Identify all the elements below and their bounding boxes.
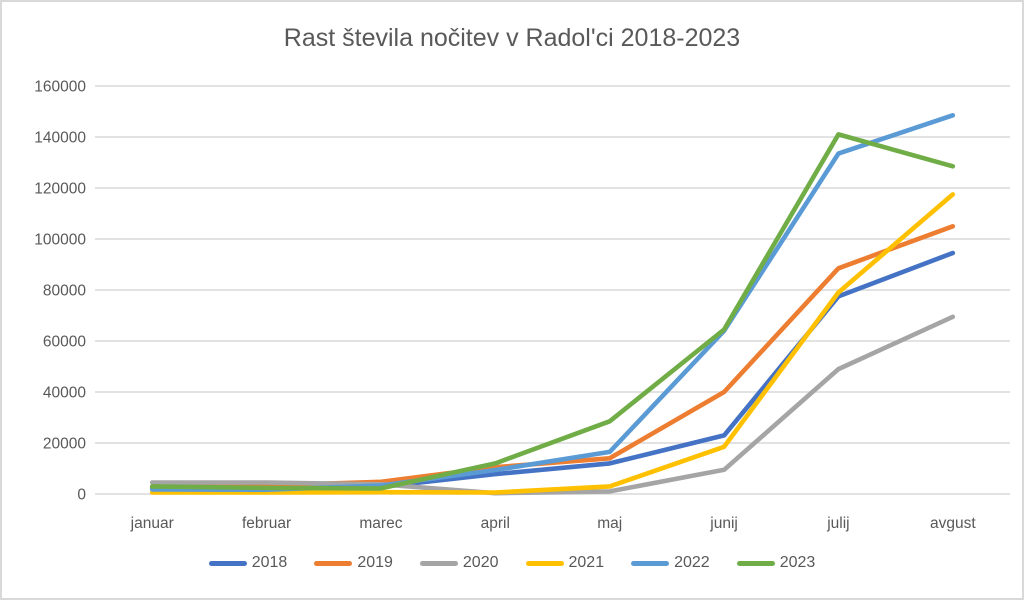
legend-swatch-2023 (736, 560, 775, 566)
series-line-2023 (149, 132, 956, 491)
legend-item-2023: 2023 (736, 554, 816, 571)
legend-label-2021: 2021 (568, 554, 605, 571)
y-tick-label: 120000 (34, 181, 86, 198)
y-tick-label: 20000 (43, 436, 86, 453)
x-tick-label: april (481, 515, 510, 532)
legend-label-2023: 2023 (779, 554, 816, 571)
legend-swatch-2022 (631, 560, 670, 566)
y-tick-label: 140000 (34, 130, 86, 147)
series-line-2020 (149, 314, 956, 496)
series-line-2021 (149, 192, 956, 495)
x-tick-label: julij (826, 515, 849, 532)
legend-swatch-2018 (208, 560, 247, 566)
x-tick-label: maj (597, 515, 622, 532)
x-tick-label: avgust (930, 515, 976, 532)
y-tick-label: 160000 (34, 79, 86, 96)
y-tick-label: 60000 (43, 334, 86, 351)
y-tick-label: 80000 (43, 283, 86, 300)
legend-item-2022: 2022 (631, 555, 710, 571)
legend-swatch-2020 (419, 560, 458, 566)
chart-title: Rast števila nočitev v Radol'ci 2018-202… (283, 24, 741, 52)
legend-item-2020: 2020 (419, 554, 499, 571)
legend-item-2018: 2018 (208, 554, 288, 571)
legend: 2018 2019 2020 2021 2022 2023 (2, 555, 1022, 571)
x-tick-label: januar (130, 515, 174, 532)
y-tick-label: 100000 (34, 232, 86, 249)
series-line-2018 (149, 250, 956, 492)
legend-label-2019: 2019 (357, 554, 393, 571)
legend-swatch-2021 (525, 560, 564, 566)
x-tick-label: februar (242, 515, 291, 532)
legend-label-2020: 2020 (462, 554, 499, 571)
legend-item-2021: 2021 (525, 554, 605, 571)
legend-label-2018: 2018 (251, 554, 288, 571)
legend-item-2019: 2019 (314, 555, 393, 571)
legend-label-2022: 2022 (674, 554, 710, 571)
y-tick-label: 40000 (43, 385, 86, 402)
x-tick-label: marec (359, 515, 402, 532)
x-tick-label: junij (709, 515, 738, 532)
legend-swatch-2019 (314, 560, 353, 566)
series-line-2019 (149, 224, 956, 490)
y-tick-label: 0 (77, 487, 86, 504)
